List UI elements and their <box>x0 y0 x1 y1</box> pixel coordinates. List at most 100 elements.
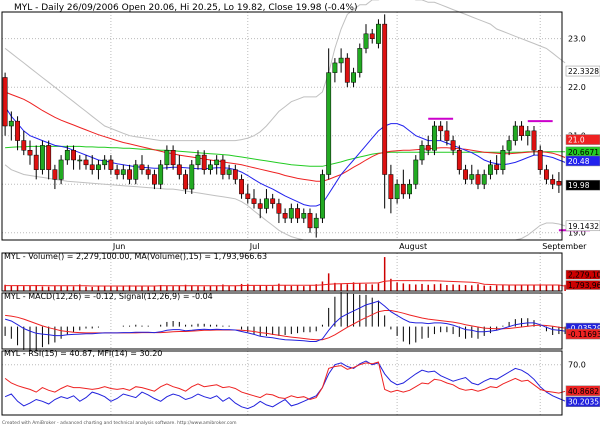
candle-body <box>257 203 263 209</box>
candle-body <box>388 174 394 200</box>
candle-body <box>270 198 276 204</box>
candle-body <box>419 145 425 161</box>
macd-line <box>4 300 566 342</box>
candle-body <box>444 130 450 141</box>
ma-red-line <box>4 91 566 182</box>
rsi-value-tag-label: 30.2035 <box>568 398 599 407</box>
candle-body <box>214 159 220 166</box>
candle-body <box>463 169 468 180</box>
candle-body <box>52 169 58 180</box>
rsi-value-tag <box>565 396 600 407</box>
candle-body <box>83 159 89 166</box>
candle-body <box>512 125 518 141</box>
price-value-tag-label: 19.1432 <box>568 222 599 231</box>
candle-body <box>58 159 64 180</box>
macd-value-tag-label: -0.11693 <box>568 330 600 339</box>
candle-body <box>432 125 437 151</box>
candle-body <box>21 140 27 151</box>
candle-body <box>338 57 344 64</box>
candle-body <box>33 154 39 170</box>
candle-body <box>519 125 524 136</box>
candle-body <box>456 150 462 170</box>
candle-body <box>152 174 157 185</box>
footer-text: Created with AmiBroker - advanced charti… <box>2 420 236 426</box>
candle-body <box>40 145 45 170</box>
candle-body <box>326 72 332 175</box>
month-label: August <box>399 242 427 251</box>
candle-body <box>226 169 232 175</box>
candle-body <box>89 164 95 170</box>
price-tick-label: 23.0 <box>568 35 586 44</box>
candle-body <box>295 208 300 219</box>
volume-value-tag-label: 1,793,967 <box>568 281 600 290</box>
candle-body <box>158 164 164 185</box>
price-value-tag-label: 19.98 <box>568 181 590 190</box>
candle-body <box>550 179 556 185</box>
macd-title: MYL - MACD(12,26) = -0.12, Signal(12,26,… <box>4 292 213 301</box>
candle-body <box>27 150 33 156</box>
price-value-tag <box>565 134 600 145</box>
candle-body <box>288 208 294 219</box>
candle-body <box>139 164 145 170</box>
price-value-tag-label: 22.3328 <box>568 67 599 76</box>
candle-body <box>320 174 325 219</box>
candle-body <box>382 23 388 175</box>
rsi-value-tag <box>565 385 600 397</box>
price-value-tag <box>565 65 600 77</box>
macd-value-tag-label: -0.035293 <box>568 324 600 333</box>
candle-body <box>475 174 481 185</box>
macd-panel: -0.035293-0.11693 <box>1 292 600 351</box>
candle-body <box>332 62 338 73</box>
month-label: Jun <box>112 242 126 251</box>
price-tick-label: 19.0 <box>568 229 586 238</box>
candle-body <box>438 125 444 132</box>
candle-body <box>531 130 537 151</box>
volume-value-tag <box>565 280 600 290</box>
candle-body <box>488 164 493 175</box>
mfi-line <box>4 360 566 410</box>
candle-body <box>170 150 176 166</box>
candle-body <box>494 164 500 170</box>
candle-body <box>114 169 120 175</box>
candle-body <box>425 145 431 151</box>
price-value-tag <box>565 220 600 232</box>
macd-value-tag <box>565 328 600 340</box>
rsi-value-tag-label: 40.8682 <box>568 387 599 396</box>
price-value-tag-label: 21.0 <box>568 136 585 145</box>
candle-body <box>8 120 14 127</box>
price-panel: 19.020.021.022.023.022.332821.020.667120… <box>1 0 600 251</box>
candle-body <box>108 159 114 170</box>
candle-body <box>15 120 20 141</box>
candle-body <box>164 150 170 166</box>
candle-body <box>450 140 456 151</box>
candle-body <box>313 217 319 229</box>
volume-panel: 2,279,1001,793,967 <box>1 252 600 292</box>
candle-body <box>394 183 400 200</box>
chart-title: MYL - Daily 26/09/2006 Open 20.06, Hi 20… <box>14 3 357 13</box>
candle-body <box>276 203 282 214</box>
candle-body <box>369 33 375 39</box>
candle-body <box>357 48 363 73</box>
candle-body <box>2 77 8 127</box>
candle-body <box>344 57 350 83</box>
candle-body <box>183 174 188 190</box>
candle-body <box>145 169 151 175</box>
month-label: September <box>542 242 587 251</box>
candle-body <box>400 183 406 195</box>
candle-body <box>282 213 288 219</box>
candle-body <box>500 150 506 170</box>
volume-frame <box>1 252 563 292</box>
rsi-frame <box>1 350 563 416</box>
candle-body <box>506 140 512 151</box>
candle-body <box>407 183 412 195</box>
candle-body <box>208 164 213 170</box>
candle-body <box>307 213 313 229</box>
candle-body <box>120 169 126 175</box>
candle-body <box>556 181 562 186</box>
price-tick-label: 22.0 <box>568 83 586 92</box>
candle-body <box>176 164 182 175</box>
rsi-line <box>4 361 566 401</box>
candle-body <box>195 154 201 166</box>
candle-body <box>251 198 257 204</box>
